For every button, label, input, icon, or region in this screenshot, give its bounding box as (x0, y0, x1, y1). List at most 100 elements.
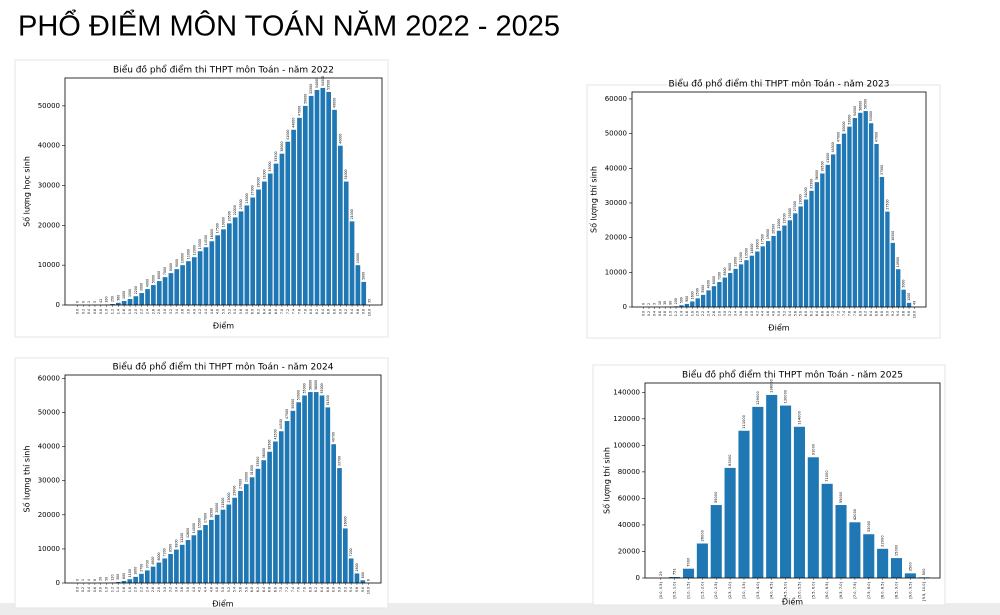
value-label: 3500 (908, 561, 912, 571)
value-label: 14800 (750, 244, 754, 254)
value-label: 1200 (907, 293, 911, 301)
x-tick-label: 1.2 (110, 309, 114, 314)
y-tick-label: 60000 (38, 374, 60, 382)
bar (186, 261, 191, 305)
y-tick-label: 50000 (605, 130, 627, 138)
value-label: 47500 (285, 409, 289, 419)
x-tick-label: 8.2 (315, 309, 319, 314)
value-label: 0 (75, 579, 79, 581)
value-label: 250 (110, 296, 114, 302)
x-tick-label: 3.0 (163, 309, 167, 314)
value-label: 80 (669, 301, 673, 305)
value-label: 11000 (734, 257, 738, 267)
value-label: 0 (75, 301, 79, 303)
value-label: 900 (685, 296, 689, 302)
x-tick-label: 7.6 (297, 587, 301, 592)
value-label: 35500 (274, 151, 278, 161)
x-tick-label: [5.5, 6.0) (811, 581, 815, 598)
x-tick-label: 6.8 (273, 587, 277, 592)
x-tick-label: [4.5, 5.0) (784, 581, 788, 598)
x-tick-label: 7.0 (831, 311, 835, 316)
x-tick-label: 8.8 (880, 311, 884, 316)
x-tick-label: 4.2 (198, 587, 202, 592)
bar (360, 580, 366, 583)
x-tick-label: 2.4 (707, 311, 711, 316)
value-label: 54500 (321, 76, 325, 86)
bar (162, 558, 168, 583)
value-label: 8000 (169, 263, 173, 271)
value-label: 1800 (134, 567, 138, 575)
x-tick-label: 9.4 (896, 311, 900, 316)
y-tick-label: 60000 (605, 95, 627, 103)
x-tick-label: 4.6 (766, 311, 770, 316)
x-tick-label: 4.0 (192, 309, 196, 314)
bar (361, 281, 367, 305)
value-label: 6 (367, 579, 371, 581)
x-tick-label: 7.2 (837, 311, 841, 316)
bar (278, 431, 284, 583)
value-label: 30 (663, 301, 667, 305)
x-tick-label: [0.5, 1.0) (673, 581, 677, 598)
x-tick-label: 6.0 (804, 311, 808, 316)
x-tick-label: [2.5, 3.0) (728, 581, 732, 598)
x-tick-label: 0.0 (75, 587, 79, 592)
value-label: 23500 (239, 199, 243, 209)
bar (348, 558, 354, 583)
y-tick-label: 30000 (38, 477, 60, 485)
value-label: 20000 (215, 503, 219, 513)
bar (760, 246, 765, 307)
x-tick-label: 4.6 (209, 587, 213, 592)
value-label: 18500 (209, 508, 213, 518)
bar (695, 298, 700, 307)
x-tick-label: 2.8 (717, 311, 721, 316)
x-tick-label: 7.6 (297, 309, 301, 314)
value-label: 6000 (712, 276, 716, 284)
x-tick-label: 8.2 (314, 587, 318, 592)
bar (706, 290, 711, 307)
bar (262, 181, 267, 305)
bar (807, 457, 819, 578)
value-label: 25000 (233, 486, 237, 496)
bar (290, 410, 296, 583)
y-tick-label: 120000 (613, 415, 640, 423)
value-label: 29000 (799, 194, 803, 204)
value-label: 14500 (204, 235, 208, 245)
bar (313, 392, 319, 583)
x-tick-label: 3.4 (175, 309, 179, 314)
value-label: 5000 (151, 275, 155, 283)
bar (151, 285, 156, 305)
bar (320, 87, 326, 305)
bar (343, 181, 349, 305)
bar (197, 251, 203, 305)
bar (684, 303, 690, 307)
value-label: 22000 (777, 219, 781, 229)
value-label: 31000 (344, 169, 348, 179)
bar (221, 229, 226, 305)
bar (332, 109, 337, 305)
value-label: 1500 (128, 289, 132, 297)
x-tick-label: 0.8 (663, 311, 667, 316)
x-tick-label: [5.0, 5.5) (797, 581, 801, 598)
x-tick-label: 5.8 (244, 587, 248, 592)
plot-frame (631, 91, 927, 308)
x-tick-label: 4.2 (198, 309, 202, 314)
bar (209, 241, 215, 305)
y-tick-label: 20000 (38, 511, 60, 519)
x-tick-label: 5.2 (227, 309, 231, 314)
value-label: 56000 (858, 101, 862, 111)
value-label: 47000 (837, 132, 841, 142)
bar (749, 255, 755, 307)
value-label: 13500 (198, 239, 202, 249)
value-label: 129000 (756, 390, 760, 404)
x-tick-label: 3.8 (186, 309, 190, 314)
x-tick-label: 4.2 (755, 311, 759, 316)
bar (710, 505, 722, 578)
x-tick-label: [9.5, 10.0] (922, 581, 926, 600)
bar (314, 89, 320, 306)
value-label: 7000 (687, 557, 691, 567)
bar (901, 289, 906, 307)
x-tick-label: 6.4 (815, 311, 819, 316)
bar (841, 133, 847, 307)
value-label: 10 (658, 301, 662, 305)
